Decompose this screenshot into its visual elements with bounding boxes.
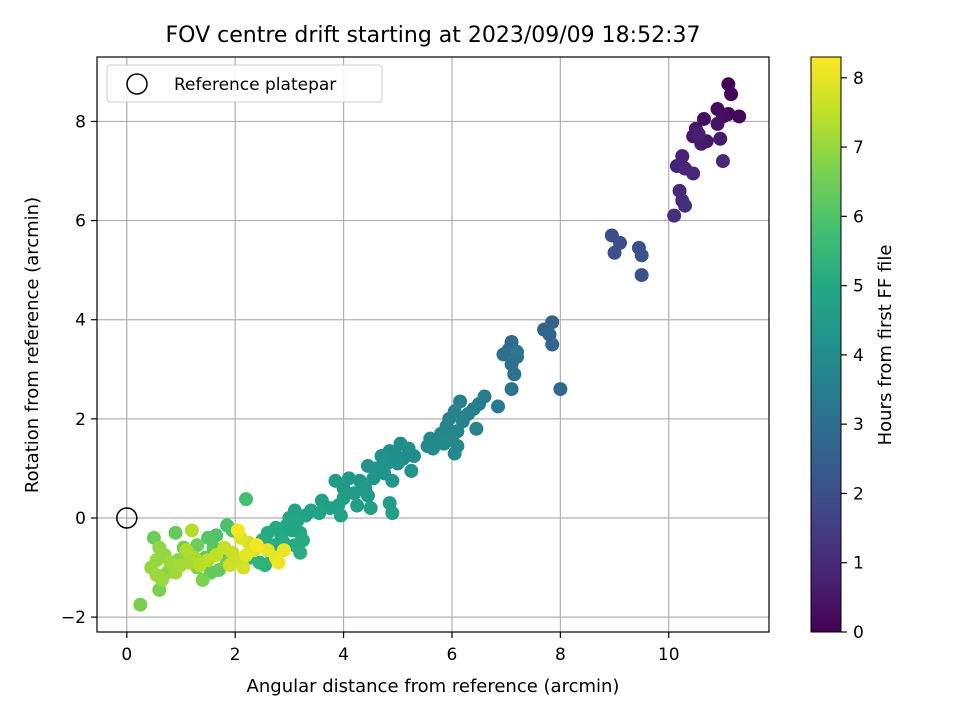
data-point — [390, 456, 405, 471]
data-point — [133, 597, 148, 612]
data-point — [333, 508, 348, 523]
y-tick-label: 8 — [75, 112, 86, 132]
colorbar-tick-label: 5 — [853, 277, 864, 297]
data-point — [426, 441, 440, 456]
y-axis: −2 0 2 4 6 8 — [61, 112, 97, 628]
data-point — [222, 558, 237, 573]
colorbar-gradient — [811, 57, 841, 632]
data-point — [366, 471, 381, 486]
data-point — [407, 449, 422, 464]
data-point — [350, 498, 365, 513]
data-point — [607, 245, 622, 260]
data-point — [507, 367, 522, 382]
data-point — [491, 399, 506, 414]
x-tick-label: 0 — [121, 645, 132, 665]
data-point — [149, 567, 164, 582]
y-axis-label: Rotation from reference (arcmin) — [22, 197, 43, 493]
x-axis-label: Angular distance from reference (arcmin) — [247, 676, 620, 697]
colorbar-tick-label: 2 — [853, 484, 864, 504]
x-tick-label: 8 — [555, 645, 566, 665]
data-point — [634, 268, 649, 283]
colorbar-tick-label: 6 — [853, 207, 864, 227]
data-points — [133, 77, 747, 612]
data-point — [678, 198, 692, 213]
data-point — [239, 492, 254, 507]
data-point — [469, 421, 484, 436]
data-point — [363, 501, 378, 516]
data-point — [496, 347, 511, 362]
data-point — [328, 473, 343, 488]
x-tick-label: 6 — [447, 645, 458, 665]
legend-label-reference: Reference platepar — [174, 75, 336, 95]
data-point — [686, 166, 701, 181]
data-point — [715, 154, 730, 169]
data-point — [713, 131, 728, 146]
y-tick-label: −2 — [61, 608, 86, 628]
data-point — [634, 248, 649, 263]
colorbar-ticks: 0 1 2 3 4 5 6 7 8 — [841, 69, 864, 643]
colorbar-label: Hours from first FF file — [875, 245, 896, 446]
colorbar-tick-label: 0 — [853, 623, 864, 643]
plot-frame — [96, 56, 770, 633]
data-point — [184, 523, 199, 538]
legend-box — [106, 64, 383, 103]
y-tick-label: 2 — [75, 410, 86, 430]
colorbar-tick-label: 7 — [853, 138, 864, 158]
grid — [97, 57, 769, 632]
reference-platepar-marker — [116, 507, 138, 529]
data-point — [236, 560, 251, 575]
data-point — [691, 126, 706, 141]
data-point — [374, 449, 389, 464]
data-point — [179, 543, 194, 558]
data-point — [404, 463, 419, 478]
data-point — [195, 572, 210, 587]
data-point — [436, 436, 451, 451]
data-point — [696, 111, 711, 126]
colorbar-frame — [810, 56, 842, 633]
data-point — [312, 506, 327, 521]
data-point — [168, 525, 183, 540]
x-tick-label: 10 — [658, 645, 680, 665]
data-point — [360, 488, 375, 503]
x-tick-label: 4 — [338, 645, 349, 665]
x-axis: 0 2 4 6 8 10 — [121, 632, 680, 665]
data-point — [271, 555, 286, 570]
data-point — [447, 446, 462, 461]
y-tick-label: 4 — [75, 311, 86, 331]
x-tick-label: 2 — [230, 645, 241, 665]
data-point — [230, 523, 245, 538]
data-point — [360, 458, 375, 473]
legend-open-circle-icon — [126, 73, 148, 95]
data-point — [323, 501, 338, 516]
data-point — [667, 208, 682, 223]
chart-title: FOV centre drift starting at 2023/09/09 … — [166, 23, 701, 48]
legend: Reference platepar — [106, 64, 383, 103]
colorbar-tick-label: 4 — [853, 346, 864, 366]
colorbar-tick-label: 8 — [853, 69, 864, 89]
reference-marker-layer — [116, 507, 138, 529]
y-tick-label: 0 — [75, 509, 86, 529]
colorbar-tick-label: 1 — [853, 554, 864, 574]
data-point — [258, 558, 272, 573]
y-tick-label: 6 — [75, 212, 86, 232]
data-point — [545, 337, 560, 352]
data-point — [385, 473, 400, 488]
data-point — [553, 382, 568, 397]
data-point — [710, 116, 725, 131]
data-point — [510, 344, 524, 359]
data-point — [724, 87, 739, 102]
colorbar-tick-label: 3 — [853, 415, 864, 435]
data-point — [239, 548, 254, 563]
data-point — [249, 538, 264, 553]
data-point — [293, 545, 308, 560]
data-point — [504, 382, 519, 397]
data-point — [385, 506, 400, 521]
data-point — [732, 109, 747, 124]
data-point — [276, 543, 291, 558]
colorbar: 0 1 2 3 4 5 6 7 8 Hours from first FF file — [810, 56, 896, 643]
data-point — [347, 486, 362, 501]
